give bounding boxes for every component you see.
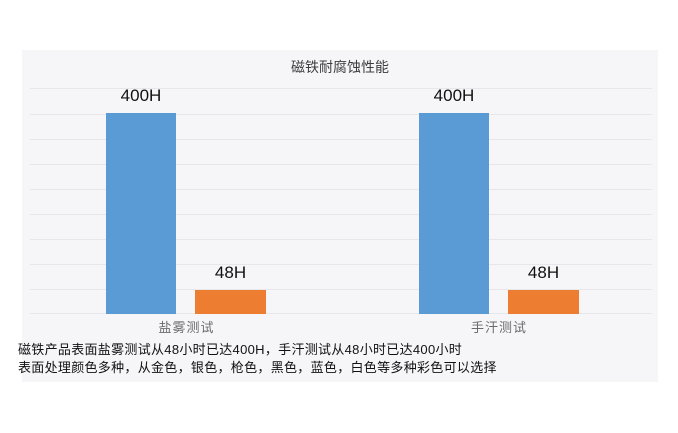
- gridline: [30, 139, 652, 140]
- category-label-hand-sweat-test: 手汗测试: [470, 320, 527, 335]
- gridline: [30, 239, 652, 240]
- chart-title: 磁铁耐腐蚀性能: [291, 59, 389, 75]
- bar-label-hand-sweat-400h: 400H: [433, 86, 475, 106]
- bar-label-hand-sweat-48h: 48H: [527, 262, 560, 282]
- category-label-salt-spray-test: 盐雾测试: [158, 320, 215, 335]
- bar-salt-spray-blue-400h: [106, 113, 176, 314]
- plot-area: 400H 48H 400H 48H: [30, 86, 652, 314]
- footer-line-1: 磁铁产品表面盐雾测试从48小时已达400H，手汗测试从48小时已达400小时: [18, 342, 463, 357]
- bar-hand-sweat-orange-48h: [508, 289, 579, 314]
- gridline: [30, 289, 652, 290]
- bar-label-salt-spray-48h: 48H: [214, 262, 247, 282]
- baseline-gridline: [30, 313, 652, 314]
- bar-salt-spray-orange-48h: [195, 289, 266, 314]
- chart-panel: 磁铁耐腐蚀性能 400H 48H 400H 48H 盐雾测试 手汗测试: [22, 50, 658, 382]
- gridline: [30, 88, 652, 89]
- gridline: [30, 114, 652, 115]
- gridline: [30, 214, 652, 215]
- gridline: [30, 264, 652, 265]
- gridline: [30, 189, 652, 190]
- bar-hand-sweat-blue-400h: [419, 113, 489, 314]
- bar-label-salt-spray-400h: 400H: [120, 86, 162, 106]
- footer-line-2: 表面处理颜色多种，从金色，银色，枪色，黑色，蓝色，白色等多种彩色可以选择: [18, 360, 497, 375]
- footer-text: 磁铁产品表面盐雾测试从48小时已达400H，手汗测试从48小时已达400小时 表…: [18, 341, 668, 377]
- gridline: [30, 164, 652, 165]
